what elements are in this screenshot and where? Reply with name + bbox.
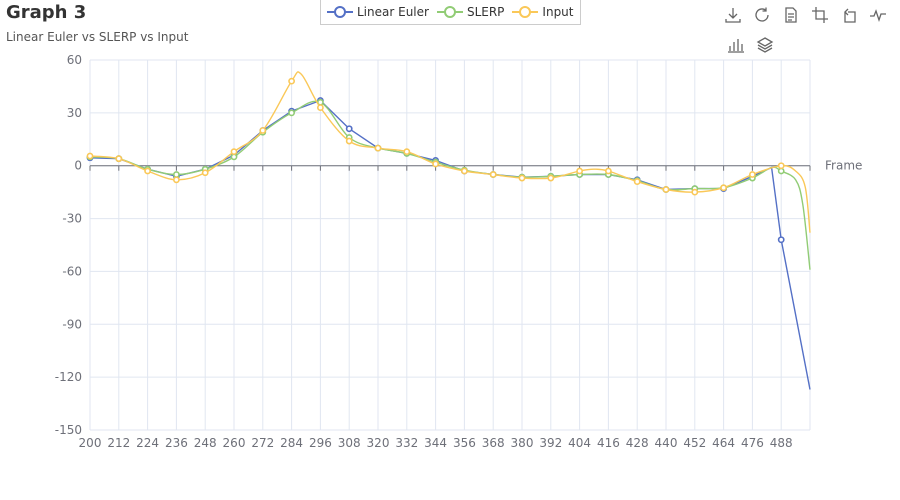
legend-label: Input [542, 5, 574, 19]
data-point-linear-euler[interactable] [777, 236, 785, 244]
legend-label: SLERP [466, 5, 505, 19]
data-point-input[interactable] [489, 171, 497, 178]
x-tick-label: 452 [683, 436, 706, 450]
data-point-input[interactable] [403, 148, 411, 156]
x-tick-label: 428 [626, 436, 649, 450]
data-point-input[interactable] [633, 178, 641, 185]
data-point-input[interactable] [720, 184, 727, 192]
series-line-slerp [89, 100, 811, 270]
stack-icon[interactable] [756, 36, 774, 54]
series-line-input [89, 71, 811, 233]
x-tick-label: 488 [770, 436, 793, 450]
download-icon[interactable] [724, 6, 742, 24]
y-tick-label: 30 [67, 106, 82, 120]
y-tick-label: -90 [62, 317, 82, 331]
grid [89, 59, 811, 431]
data-point-input[interactable] [259, 127, 267, 134]
data-point-slerp[interactable] [172, 171, 180, 178]
zoom-select-icon[interactable] [811, 6, 829, 24]
data-point-input[interactable] [518, 174, 526, 182]
data-point-input[interactable] [432, 160, 439, 168]
y-tick-label: 0 [74, 159, 82, 173]
x-tick-label: 308 [338, 436, 361, 450]
x-tick-label: 200 [79, 436, 102, 450]
legend-item-slerp[interactable]: SLERP [435, 5, 506, 19]
x-tick-label: 224 [136, 436, 159, 450]
x-tick-label: 248 [194, 436, 217, 450]
x-tick-label: 296 [309, 436, 332, 450]
x-tick-label: 356 [453, 436, 476, 450]
y-tick-label: -60 [62, 264, 82, 278]
data-point-input[interactable] [288, 77, 295, 85]
y-tick-label: -150 [55, 423, 82, 437]
data-point-slerp[interactable] [288, 109, 295, 117]
x-axis-label: Frame [825, 159, 862, 173]
x-tick-label: 332 [395, 436, 418, 450]
series-line-linear-euler [89, 99, 811, 390]
x-tick-label: 392 [539, 436, 562, 450]
legend-marker-icon [436, 6, 463, 18]
legend-marker-icon [327, 6, 353, 18]
legend-item-input[interactable]: Input [510, 5, 575, 19]
data-view-icon[interactable] [782, 6, 800, 24]
data-point-input[interactable] [605, 167, 612, 175]
data-point-input[interactable] [691, 188, 699, 196]
x-tick-label: 464 [712, 436, 735, 450]
x-tick-label: 320 [367, 436, 390, 450]
x-tick-label: 284 [280, 436, 303, 450]
data-point-input[interactable] [230, 148, 238, 156]
data-point-slerp[interactable] [230, 153, 238, 161]
x-tick-label: 416 [597, 436, 620, 450]
y-tick-label: -30 [62, 212, 82, 226]
data-point-input[interactable] [662, 186, 670, 193]
x-tick-label: 404 [568, 436, 591, 450]
bar-chart-icon[interactable] [727, 36, 745, 54]
y-tick-label: 60 [67, 53, 82, 67]
series-slerp [86, 98, 811, 270]
line-chart-icon[interactable] [869, 6, 887, 24]
x-tick-label: 476 [741, 436, 764, 450]
refresh-icon[interactable] [753, 6, 771, 24]
data-point-input[interactable] [316, 104, 324, 111]
x-tick-label: 212 [107, 436, 130, 450]
legend-marker-icon [512, 6, 539, 18]
x-tick-label: 260 [223, 436, 246, 450]
x-tick-label: 380 [511, 436, 534, 450]
data-point-input[interactable] [172, 176, 180, 184]
series-input [86, 71, 811, 233]
x-tick-label: 236 [165, 436, 188, 450]
data-point-input[interactable] [115, 155, 123, 163]
data-point-input[interactable] [144, 167, 151, 175]
data-point-slerp[interactable] [777, 167, 785, 175]
x-tick-label: 344 [424, 436, 447, 450]
data-point-input[interactable] [345, 137, 353, 145]
x-tick-label: 440 [655, 436, 678, 450]
x-tick-label: 272 [251, 436, 274, 450]
legend-label: Linear Euler [357, 5, 429, 19]
y-tick-label: -120 [55, 370, 82, 384]
series-layer [86, 71, 811, 390]
data-point-input[interactable] [777, 162, 785, 170]
data-point-input[interactable] [374, 144, 382, 152]
legend-item-linear-euler[interactable]: Linear Euler [325, 5, 431, 19]
data-point-input[interactable] [749, 171, 756, 178]
data-point-input[interactable] [460, 167, 468, 175]
series-linear-euler [86, 97, 811, 390]
zoom-reset-icon[interactable] [840, 6, 858, 24]
chart-subtitle: Linear Euler vs SLERP vs Input [6, 30, 189, 44]
data-point-linear-euler[interactable] [345, 125, 353, 133]
chart-title: Graph 3 [6, 2, 87, 23]
data-point-input[interactable] [201, 169, 209, 177]
data-point-input[interactable] [547, 174, 555, 182]
data-point-input[interactable] [86, 152, 94, 160]
data-point-input[interactable] [576, 167, 583, 175]
legend: Linear Euler SLERP Input [320, 0, 581, 25]
x-tick-label: 368 [482, 436, 505, 450]
